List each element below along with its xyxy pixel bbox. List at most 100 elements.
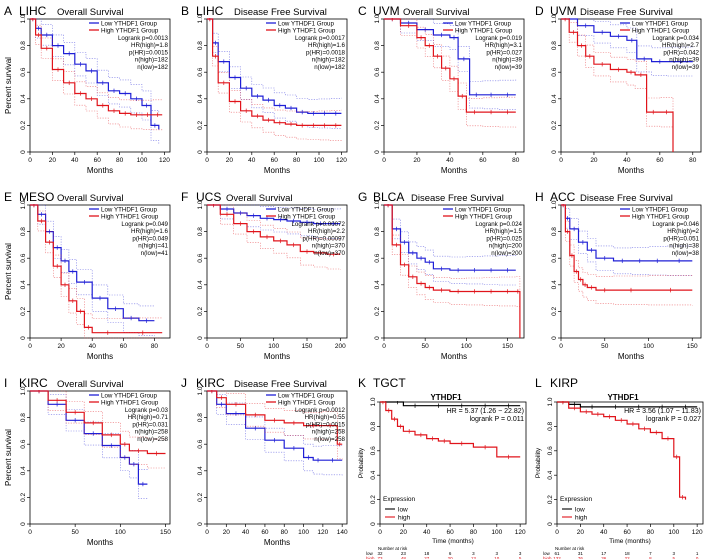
y-tick-label: 0 xyxy=(374,336,381,340)
stat-line: n(high)=370 xyxy=(312,243,346,250)
stat-line: p(HR)=0.031 xyxy=(132,421,168,428)
risk-value: 1 xyxy=(696,551,699,556)
gene-label: YTHDF1 xyxy=(430,393,462,402)
survival-type: Overall Survival xyxy=(226,193,293,204)
legend-label-low: Low YTHDF1 Group xyxy=(455,21,511,28)
y-tick-label: 1.0 xyxy=(374,14,381,23)
stat-line: Logrank p=0.03 xyxy=(125,407,169,414)
x-tick-label: 80 xyxy=(512,157,520,164)
x-tick-label: 40 xyxy=(623,157,631,164)
y-axis-label: Probability xyxy=(358,447,365,478)
risk-value: 76 xyxy=(578,556,584,559)
legend-label-high: high xyxy=(575,515,588,522)
gene-label: YTHDF1 xyxy=(607,393,639,402)
legend-title: Expression xyxy=(383,496,416,503)
x-tick-label: 20 xyxy=(590,157,598,164)
survival-curve-low xyxy=(207,204,341,225)
legend-label-high: High YTHDF1 Group xyxy=(101,214,159,221)
x-tick-label: 20 xyxy=(413,157,421,164)
x-tick-label: 80 xyxy=(470,529,478,536)
y-tick-label: 1.0 xyxy=(551,14,558,23)
risk-value: 17 xyxy=(601,551,607,556)
x-tick-label: 0 xyxy=(382,343,386,350)
panel-h: H ACC Disease Free Survival 0 0.2 0.4 0.6 0.8 1.… xyxy=(535,190,702,361)
x-axis-label: Months xyxy=(264,166,290,175)
risk-value: 18 xyxy=(424,551,430,556)
plot-frame xyxy=(560,18,702,153)
survival-curve-high xyxy=(384,18,516,113)
curves xyxy=(561,18,694,152)
y-tick-label: 0.6 xyxy=(20,439,27,448)
y-tick-label: 0.2 xyxy=(551,121,558,130)
survival-curve-high xyxy=(557,401,687,500)
plot-frame xyxy=(379,401,527,525)
panel-letter: G xyxy=(358,190,367,204)
risk-value: 13 xyxy=(471,556,477,559)
y-tick-label: 0.2 xyxy=(20,121,27,130)
risk-row-label: low xyxy=(366,551,374,556)
curves xyxy=(207,204,341,270)
confidence-band-lower xyxy=(30,204,163,339)
y-tick-label: 0.4 xyxy=(551,280,558,289)
y-tick-label: 1.0 xyxy=(370,397,377,406)
x-tick-label: 20 xyxy=(57,343,65,350)
legend-label-high: High YTHDF1 Group xyxy=(278,28,336,35)
stat-line: n(high)=38 xyxy=(669,243,699,250)
cancer-label: LIHC xyxy=(196,4,224,18)
y-tick-label: 1.0 xyxy=(197,14,204,23)
x-tick-label: 0 xyxy=(559,343,563,350)
curves xyxy=(380,401,521,460)
stat-line: HR(high)=3.1 xyxy=(485,42,523,49)
legend-label-high: High YTHDF1 Group xyxy=(101,400,159,407)
x-tick-label: 0 xyxy=(28,157,32,164)
x-tick-label: 100 xyxy=(643,343,654,350)
y-tick-label: 0.8 xyxy=(197,227,204,236)
y-tick-label: 0.6 xyxy=(197,439,204,448)
y-tick-label: 0.6 xyxy=(20,67,27,76)
y-tick-label: 0.8 xyxy=(551,227,558,236)
survival-type: Disease Free Survival xyxy=(234,379,327,390)
stat-line: HR(high)=1.6 xyxy=(308,42,346,49)
survival-curve-low xyxy=(557,401,698,408)
panel-letter: H xyxy=(535,190,544,204)
y-tick-label: 0 xyxy=(370,522,377,526)
x-tick-label: 50 xyxy=(72,529,80,536)
y-tick-label: 1.0 xyxy=(547,397,554,406)
risk-row-label: low xyxy=(543,551,551,556)
panel-b: B LIHC Disease Free Survival 0 0.2 0.4 0.6 0.8 1… xyxy=(181,4,348,175)
panel-letter: K xyxy=(358,376,366,390)
curves xyxy=(207,390,343,476)
panel-letter: E xyxy=(4,190,12,204)
survival-type: Overall Survival xyxy=(57,7,124,18)
legend-label-high: High YTHDF1 Group xyxy=(632,214,690,221)
x-tick-label: 100 xyxy=(268,343,279,350)
x-tick-label: 40 xyxy=(71,157,79,164)
x-tick-label: 100 xyxy=(115,529,126,536)
cancer-label: BLCA xyxy=(373,190,404,204)
x-tick-label: 100 xyxy=(461,343,472,350)
legend-label-low: Low YTHDF1 Group xyxy=(632,21,688,28)
y-axis-label: Percent survival xyxy=(4,429,13,486)
confidence-band-lower xyxy=(561,204,693,277)
risk-table-title: Number at risk xyxy=(555,546,585,551)
plot-frame xyxy=(206,390,348,525)
x-tick-label: 20 xyxy=(49,157,57,164)
cancer-label: ACC xyxy=(550,190,576,204)
x-tick-label: 60 xyxy=(271,157,279,164)
stat-line: n(low)=370 xyxy=(314,250,345,257)
legend-title: Expression xyxy=(560,496,593,503)
stat-line: n(low)=258 xyxy=(314,436,345,443)
x-tick-label: 0 xyxy=(559,157,563,164)
curves xyxy=(207,18,342,141)
x-tick-label: 60 xyxy=(261,529,269,536)
survival-curve-high xyxy=(561,18,674,152)
x-tick-label: 100 xyxy=(137,157,148,164)
y-tick-label: 0.6 xyxy=(374,253,381,262)
y-tick-label: 0.4 xyxy=(547,470,554,479)
hr-text: HR = 5.37 (1.26 − 22.82) xyxy=(447,408,524,415)
stat-line: HR(high)=2.7 xyxy=(662,42,700,49)
y-tick-label: 0.8 xyxy=(547,422,554,431)
cancer-label: TGCT xyxy=(373,376,406,390)
